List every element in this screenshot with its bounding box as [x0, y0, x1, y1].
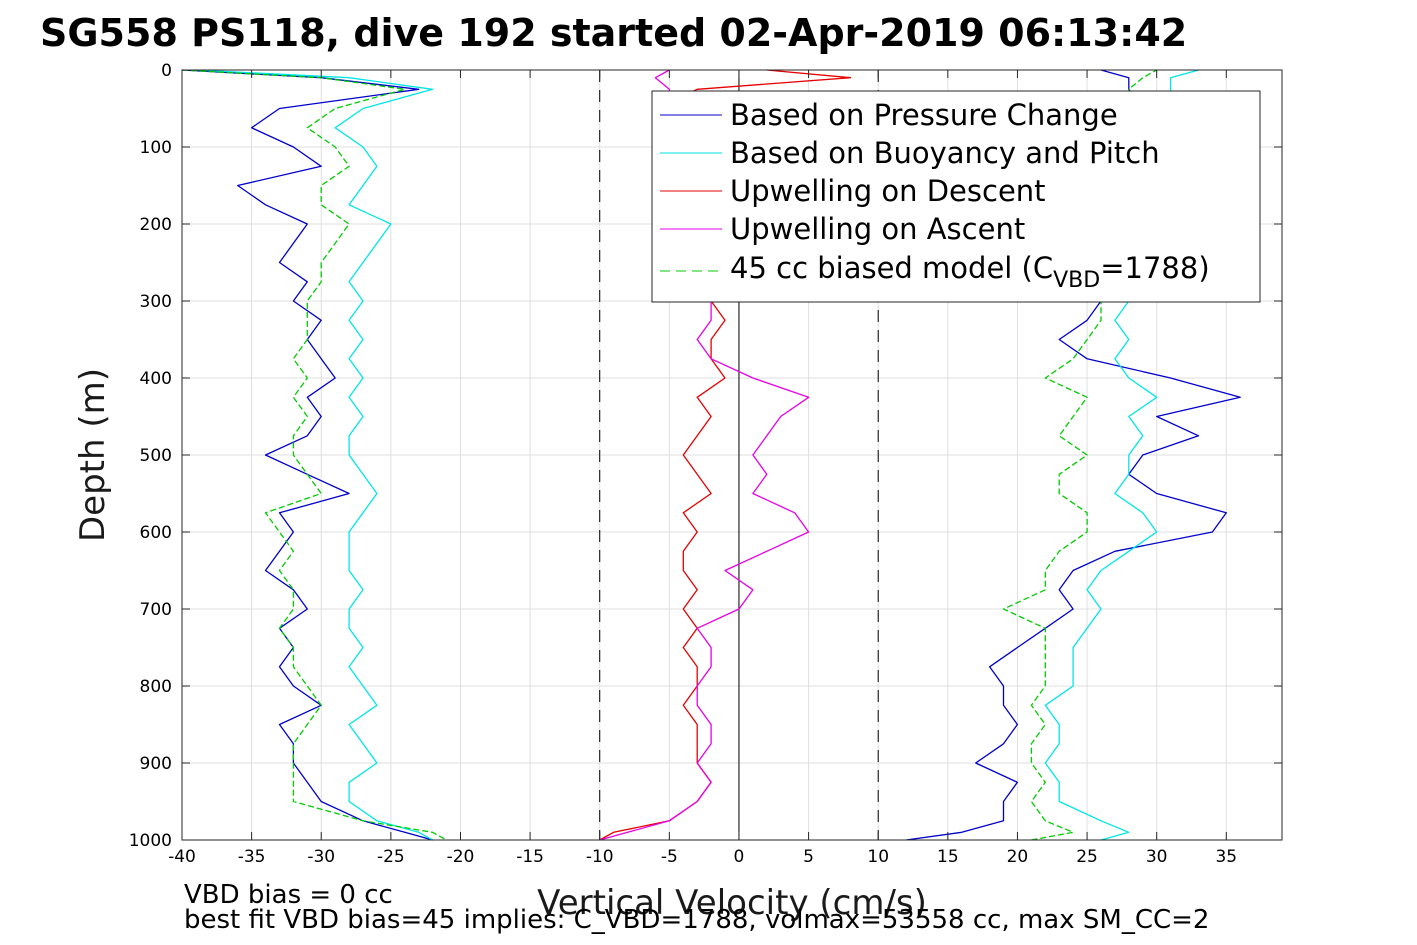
chart-title: SG558 PS118, dive 192 started 02-Apr-201… — [40, 11, 1187, 55]
legend-label-upwelling-descent: Upwelling on Descent — [730, 174, 1046, 208]
x-tick-label: 35 — [1215, 847, 1237, 867]
x-tick-label: -5 — [661, 847, 678, 867]
axis-ticks: -40 -35 -30 -25 -20 -15 -10 -5 0 5 10 15 20 25 30 35 0 10… — [129, 61, 1282, 867]
x-tick-label: -20 — [447, 847, 475, 867]
x-tick-label: -15 — [516, 847, 544, 867]
x-tick-label: 20 — [1007, 847, 1029, 867]
legend-label-biased-model-prefix: 45 cc biased model (C — [730, 251, 1053, 285]
legend-entry-upwelling-ascent: Upwelling on Ascent — [660, 212, 1025, 246]
legend-entry-pressure-change: Based on Pressure Change — [660, 98, 1118, 132]
x-axis-label: Vertical Velocity (cm/s) — [537, 883, 927, 923]
y-tick-label: 100 — [140, 138, 172, 158]
y-tick-label: 1000 — [129, 831, 172, 851]
series-1-descent-line — [195, 69, 434, 841]
y-tick-label: 500 — [140, 446, 172, 466]
y-tick-label: 400 — [140, 369, 172, 389]
legend-label-biased-model-suffix: =1788) — [1100, 251, 1209, 285]
y-tick-label: 200 — [140, 215, 172, 235]
y-tick-label: 300 — [140, 292, 172, 312]
series-0-descent-line — [181, 69, 433, 841]
x-tick-label: 25 — [1076, 847, 1098, 867]
legend-label-biased-model-subscript: VBD — [1053, 268, 1100, 293]
x-tick-label: 10 — [867, 847, 889, 867]
legend-box — [651, 90, 1261, 303]
legend: Based on Pressure Change Based on Buoyan… — [651, 90, 1261, 303]
x-tick-label: 5 — [803, 847, 814, 867]
footer-vbd-bias: VBD bias = 0 cc — [184, 880, 393, 910]
legend-label-pressure-change: Based on Pressure Change — [730, 98, 1118, 132]
footer-best-fit: best fit VBD bias=45 implies: C_VBD=1788… — [184, 905, 1209, 935]
x-tick-label: 15 — [937, 847, 959, 867]
y-tick-label: 800 — [140, 677, 172, 697]
x-tick-label: -25 — [377, 847, 405, 867]
y-tick-label: 600 — [140, 523, 172, 543]
x-tick-label: -40 — [168, 847, 196, 867]
x-tick-label: 0 — [734, 847, 745, 867]
legend-label-biased-model: 45 cc biased model (CVBD=1788) — [730, 251, 1210, 293]
legend-label-buoyancy-pitch: Based on Buoyancy and Pitch — [730, 136, 1160, 170]
y-tick-label: 0 — [161, 61, 172, 81]
x-tick-label: 30 — [1146, 847, 1168, 867]
y-axis-label: Depth (m) — [73, 368, 113, 542]
x-tick-label: -10 — [586, 847, 614, 867]
y-tick-label: 900 — [140, 754, 172, 774]
legend-label-upwelling-ascent: Upwelling on Ascent — [730, 212, 1025, 246]
legend-entry-upwelling-descent: Upwelling on Descent — [660, 174, 1046, 208]
series-4-descent-line — [181, 69, 447, 841]
y-tick-label: 700 — [140, 600, 172, 620]
x-tick-label: -35 — [238, 847, 266, 867]
x-tick-label: -30 — [307, 847, 335, 867]
legend-entry-buoyancy-pitch: Based on Buoyancy and Pitch — [660, 136, 1160, 170]
legend-entry-biased-model: 45 cc biased model (CVBD=1788) — [660, 251, 1210, 293]
